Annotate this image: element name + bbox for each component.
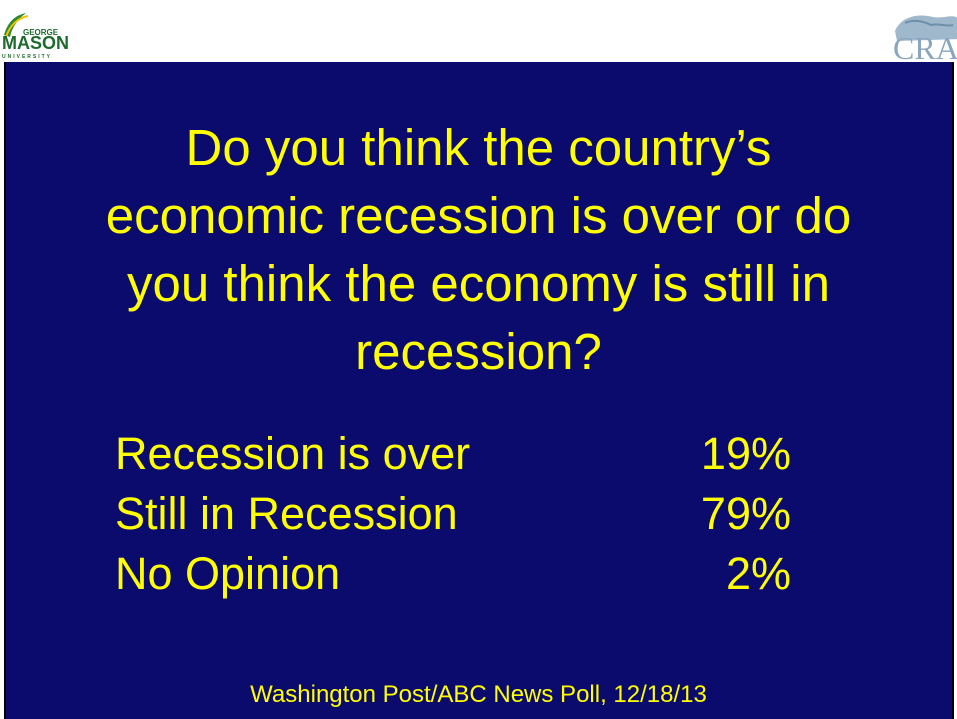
result-label: Recession is over bbox=[115, 428, 471, 479]
logo-mason-text: MASON bbox=[2, 33, 69, 53]
george-mason-logo: GEORGE MASON UNIVERSITY bbox=[0, 9, 80, 61]
result-value: 2% bbox=[725, 548, 791, 599]
logo-george-text: GEORGE bbox=[23, 28, 59, 37]
logo-cra-text: CRA bbox=[893, 30, 957, 61]
poll-results: Recession is over 19% Still in Recession… bbox=[115, 424, 805, 604]
result-value: 19% bbox=[700, 428, 791, 479]
cra-logo-graphic: CRA bbox=[893, 15, 957, 61]
result-label: Still in Recession bbox=[115, 488, 458, 539]
result-row: No Opinion 2% bbox=[115, 544, 805, 604]
george-mason-logo-graphic: GEORGE MASON UNIVERSITY bbox=[2, 13, 69, 60]
question-line: recession? bbox=[355, 323, 602, 380]
result-row: Still in Recession 79% bbox=[115, 484, 805, 544]
question-line: you think the economy is still in bbox=[127, 255, 830, 312]
result-value: 79% bbox=[700, 488, 791, 539]
logo-university-text: UNIVERSITY bbox=[2, 54, 52, 60]
poll-source: Washington Post/ABC News Poll, 12/18/13 bbox=[250, 681, 707, 708]
question-line: economic recession is over or do bbox=[105, 187, 852, 244]
cra-logo: CRA bbox=[887, 9, 957, 61]
result-row: Recession is over 19% bbox=[115, 424, 805, 484]
question-line: Do you think the country’s bbox=[185, 119, 772, 176]
slide-header bbox=[0, 0, 957, 62]
result-label: No Opinion bbox=[115, 548, 341, 599]
slide-panel bbox=[4, 62, 954, 719]
question-heading: Do you think the country’s economic rece… bbox=[0, 114, 957, 386]
